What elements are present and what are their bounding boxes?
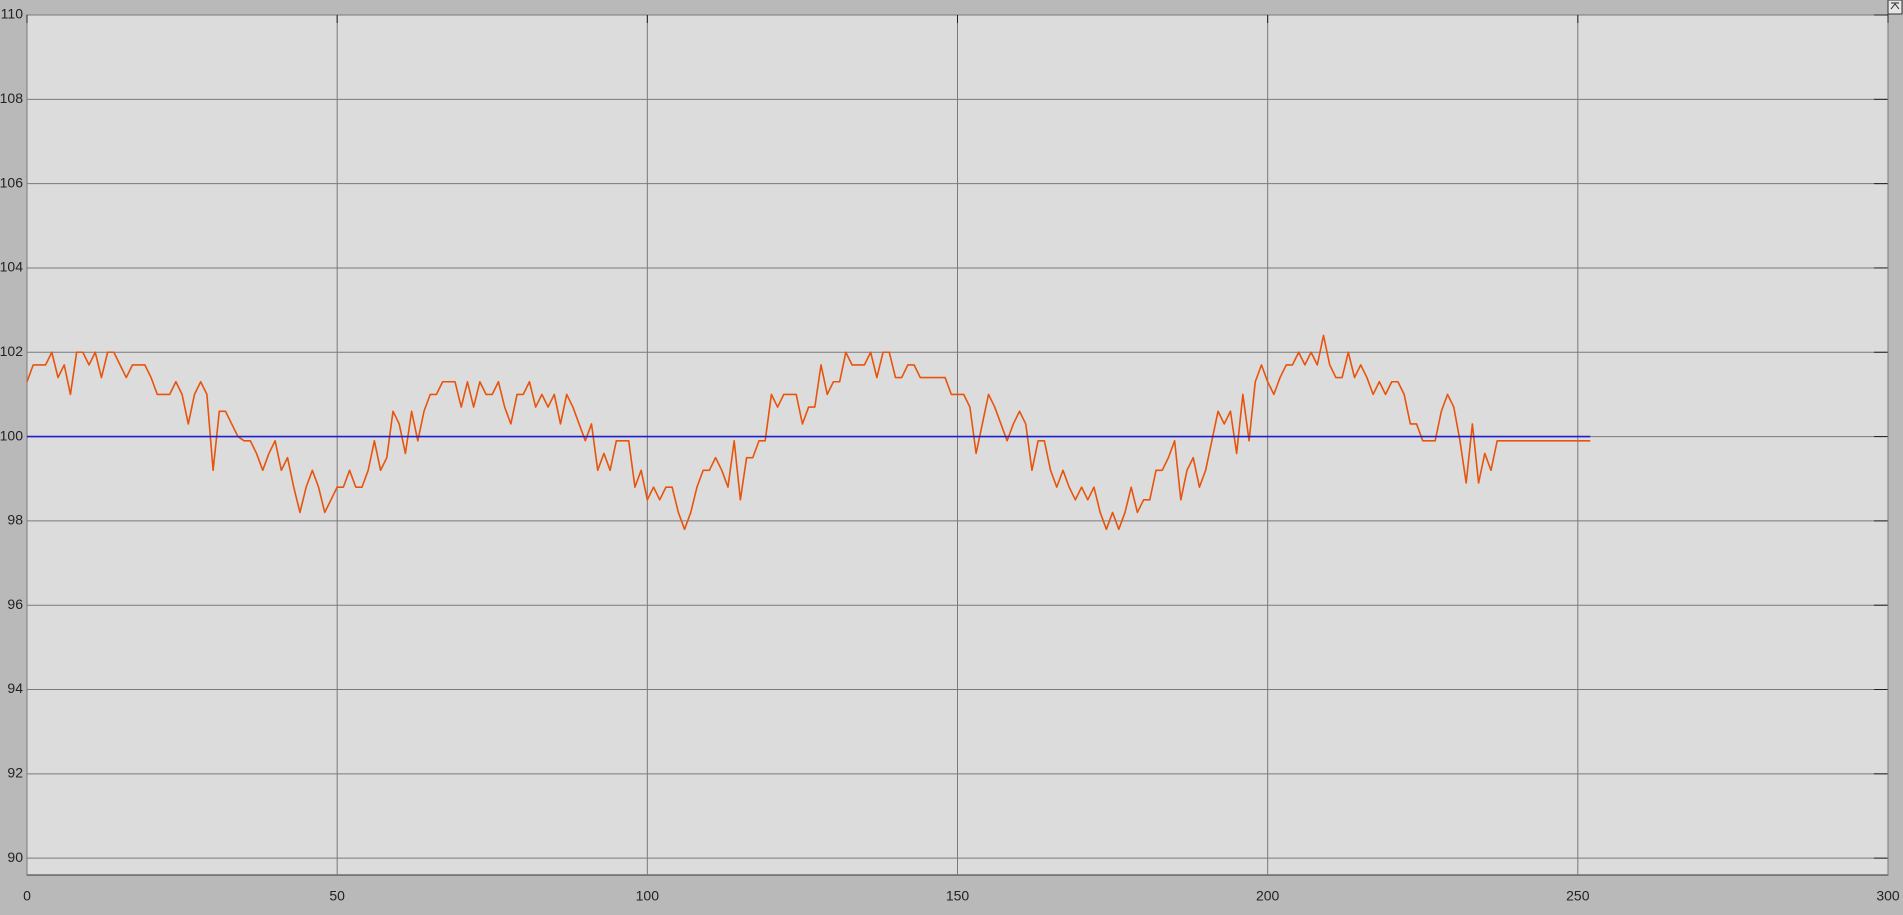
x-tick-label: 150	[946, 888, 970, 904]
y-tick-label: 96	[7, 596, 23, 612]
x-tick-label: 200	[1256, 888, 1280, 904]
y-tick-label: 110	[1, 6, 24, 22]
y-tick-label: 98	[7, 512, 23, 528]
expand-button[interactable]	[1887, 0, 1903, 15]
x-tick-label: 100	[636, 888, 660, 904]
y-tick-label: 94	[7, 680, 23, 696]
x-tick-label: 300	[1876, 888, 1900, 904]
y-tick-label: 100	[0, 427, 23, 443]
y-tick-label: 108	[0, 90, 23, 106]
x-tick-label: 50	[329, 888, 345, 904]
x-tick-label: 250	[1566, 888, 1590, 904]
series-line	[26, 334, 1591, 531]
expand-icon	[1890, 2, 1900, 10]
x-tick-label: 0	[23, 888, 31, 904]
y-tick-label: 102	[0, 343, 23, 359]
y-tick-label: 104	[0, 259, 23, 275]
y-tick-label: 92	[7, 765, 23, 781]
y-tick-label: 90	[7, 849, 23, 865]
y-tick-label: 106	[0, 174, 23, 190]
